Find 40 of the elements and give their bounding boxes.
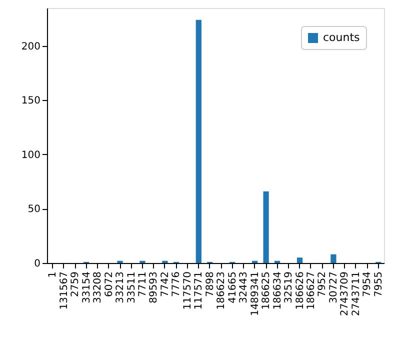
bar — [330, 254, 336, 263]
y-tick-label: 0 — [34, 258, 40, 270]
x-tick-label: 1489341 — [250, 272, 261, 316]
x-tick-label: 7954 — [362, 272, 374, 297]
x-tick-label: 33511 — [126, 272, 138, 304]
bar — [263, 191, 269, 263]
x-tick-label: 186634 — [272, 272, 284, 310]
bar — [296, 258, 303, 263]
x-tick-label: 186627 — [306, 272, 317, 310]
x-tick-label: 7711 — [137, 272, 148, 297]
x-tick-label: 186626 — [294, 272, 306, 310]
x-tick-label: 2743709 — [340, 272, 351, 316]
y-tick-label: 200 — [21, 41, 40, 52]
x-tick-label: 32443 — [238, 272, 250, 304]
x-tick-label: 33208 — [92, 272, 104, 304]
x-tick-label: 6072 — [104, 272, 115, 297]
x-tick-label: 33154 — [81, 272, 92, 304]
x-tick-label: 7952 — [317, 272, 328, 297]
x-tick-label: 7776 — [171, 272, 182, 297]
x-tick-label: 2743711 — [350, 272, 362, 316]
x-tick-label: 117571 — [194, 272, 205, 310]
x-tick-label: 186625 — [261, 272, 272, 310]
x-tick-label: 7898 — [204, 272, 216, 297]
x-tick-label: 7955 — [373, 272, 384, 297]
x-tick-label: 33213 — [115, 272, 126, 304]
legend-label: counts — [323, 31, 360, 44]
x-tick-label: 131567 — [58, 272, 70, 310]
x-tick-label: 186623 — [216, 272, 228, 310]
x-tick-label: 1 — [48, 272, 59, 278]
x-tick-label: 41665 — [227, 272, 238, 304]
y-tick-label: 50 — [28, 204, 40, 216]
bar — [196, 20, 202, 263]
x-tick-label: 2759 — [70, 272, 82, 297]
x-tick-label: 32519 — [284, 272, 295, 304]
x-tick-label: 30727 — [328, 272, 340, 304]
x-tick-label: 89593 — [148, 272, 160, 304]
x-tick-label: 7742 — [160, 272, 171, 297]
x-tick-label: 117570 — [182, 272, 194, 310]
y-tick-label: 150 — [21, 96, 40, 107]
y-tick-label: 100 — [21, 150, 40, 161]
